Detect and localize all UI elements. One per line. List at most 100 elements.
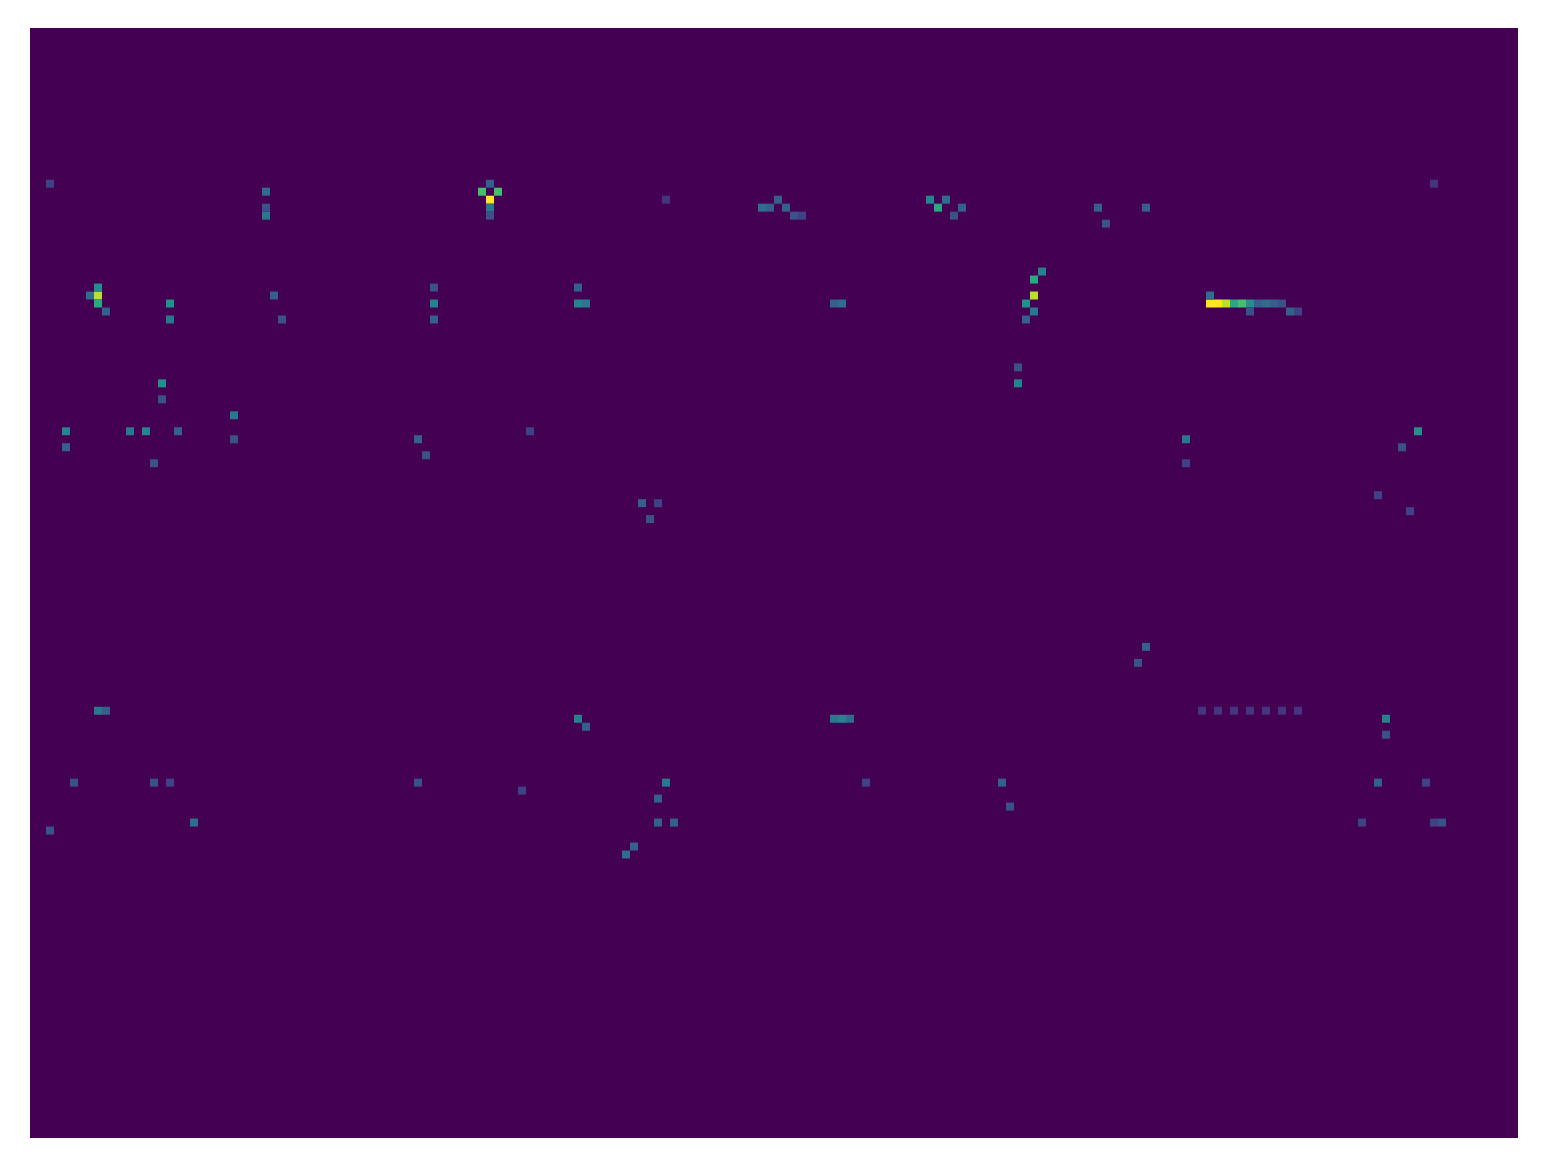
heatmap-cell [646, 515, 654, 523]
heatmap-cell [430, 315, 438, 323]
heatmap-cell [1262, 300, 1270, 308]
heatmap-cell [630, 843, 638, 851]
heatmap-cell [782, 204, 790, 212]
heatmap-cell [1246, 307, 1254, 315]
heatmap-cell [1294, 707, 1302, 715]
heatmap-cell [94, 300, 102, 308]
heatmap-cell [230, 411, 238, 419]
heatmap-cell [1422, 779, 1430, 787]
heatmap-cell [166, 315, 174, 323]
heatmap-cell [1094, 204, 1102, 212]
heatmap-cell [126, 427, 134, 435]
heatmap-cell [1142, 643, 1150, 651]
heatmap-cell [1182, 435, 1190, 443]
heatmap-cell [102, 707, 110, 715]
heatmap-cell [46, 827, 54, 835]
heatmap-cell [1230, 300, 1238, 308]
heatmap-cell [830, 300, 838, 308]
heatmap-cell [150, 779, 158, 787]
heatmap-cell [1134, 659, 1142, 667]
heatmap-cell [270, 292, 278, 300]
heatmap-cell [1030, 307, 1038, 315]
heatmap-cell [486, 196, 494, 204]
heatmap-cell [230, 435, 238, 443]
heatmap-cell [1430, 819, 1438, 827]
heatmap-cell [662, 779, 670, 787]
heatmap-cell [86, 292, 94, 300]
heatmap-cell [574, 715, 582, 723]
heatmap-cell [1374, 491, 1382, 499]
heatmap-cell [654, 819, 662, 827]
heatmap-cell [830, 715, 838, 723]
heatmap-cell [798, 212, 806, 220]
heatmap-cells [46, 180, 1446, 859]
heatmap-cell [1246, 707, 1254, 715]
heatmap-cell [262, 212, 270, 220]
plot-background [30, 28, 1518, 1138]
heatmap-cell [142, 427, 150, 435]
heatmap-cell [94, 292, 102, 300]
chart [0, 0, 1548, 1168]
heatmap-cell [166, 779, 174, 787]
heatmap-cell [158, 395, 166, 403]
heatmap-cell [1382, 731, 1390, 739]
heatmap-cell [622, 851, 630, 859]
heatmap-cell [486, 204, 494, 212]
heatmap-cell [758, 204, 766, 212]
heatmap-cell [1198, 707, 1206, 715]
heatmap-cell [654, 795, 662, 803]
heatmap-cell [518, 787, 526, 795]
heatmap-cell [774, 196, 782, 204]
heatmap-cell [950, 212, 958, 220]
heatmap-cell [998, 779, 1006, 787]
heatmap-cell [670, 819, 678, 827]
heatmap-cell [582, 300, 590, 308]
heatmap-cell [526, 427, 534, 435]
heatmap-cell [1238, 300, 1246, 308]
heatmap-cell [958, 204, 966, 212]
heatmap-cell [1430, 180, 1438, 188]
heatmap-cell [166, 300, 174, 308]
heatmap-cell [494, 188, 502, 196]
heatmap-cell [574, 284, 582, 292]
heatmap-cell [1006, 803, 1014, 811]
heatmap-cell [638, 499, 646, 507]
heatmap-cell [94, 284, 102, 292]
heatmap-cell [422, 451, 430, 459]
heatmap-cell [1182, 459, 1190, 467]
heatmap-cell [150, 459, 158, 467]
heatmap-cell [942, 196, 950, 204]
heatmap-cell [1246, 300, 1254, 308]
heatmap-cell [1278, 300, 1286, 308]
heatmap-cell [1382, 715, 1390, 723]
heatmap-cell [1294, 307, 1302, 315]
heatmap-cell [1262, 707, 1270, 715]
heatmap-cell [1206, 300, 1214, 308]
heatmap-cell [278, 315, 286, 323]
heatmap-cell [262, 204, 270, 212]
heatmap-cell [430, 284, 438, 292]
heatmap-cell [862, 779, 870, 787]
heatmap-cell [846, 715, 854, 723]
heatmap-cell [46, 180, 54, 188]
heatmap-cell [430, 300, 438, 308]
heatmap-cell [190, 819, 198, 827]
heatmap-cell [1414, 427, 1422, 435]
heatmap-cell [1102, 220, 1110, 228]
heatmap-cell [1022, 300, 1030, 308]
heatmap-cell [838, 300, 846, 308]
heatmap-cell [1030, 292, 1038, 300]
heatmap-cell [478, 188, 486, 196]
heatmap-cell [1022, 315, 1030, 323]
heatmap-cell [158, 379, 166, 387]
heatmap-cell [1286, 307, 1294, 315]
heatmap-cell [486, 212, 494, 220]
heatmap-cell [790, 212, 798, 220]
heatmap-cell [262, 188, 270, 196]
heatmap-cell [486, 180, 494, 188]
heatmap-cell [1214, 300, 1222, 308]
heatmap-cell [62, 427, 70, 435]
heatmap-cell [934, 204, 942, 212]
heatmap-cell [414, 779, 422, 787]
heatmap-cell [1014, 379, 1022, 387]
